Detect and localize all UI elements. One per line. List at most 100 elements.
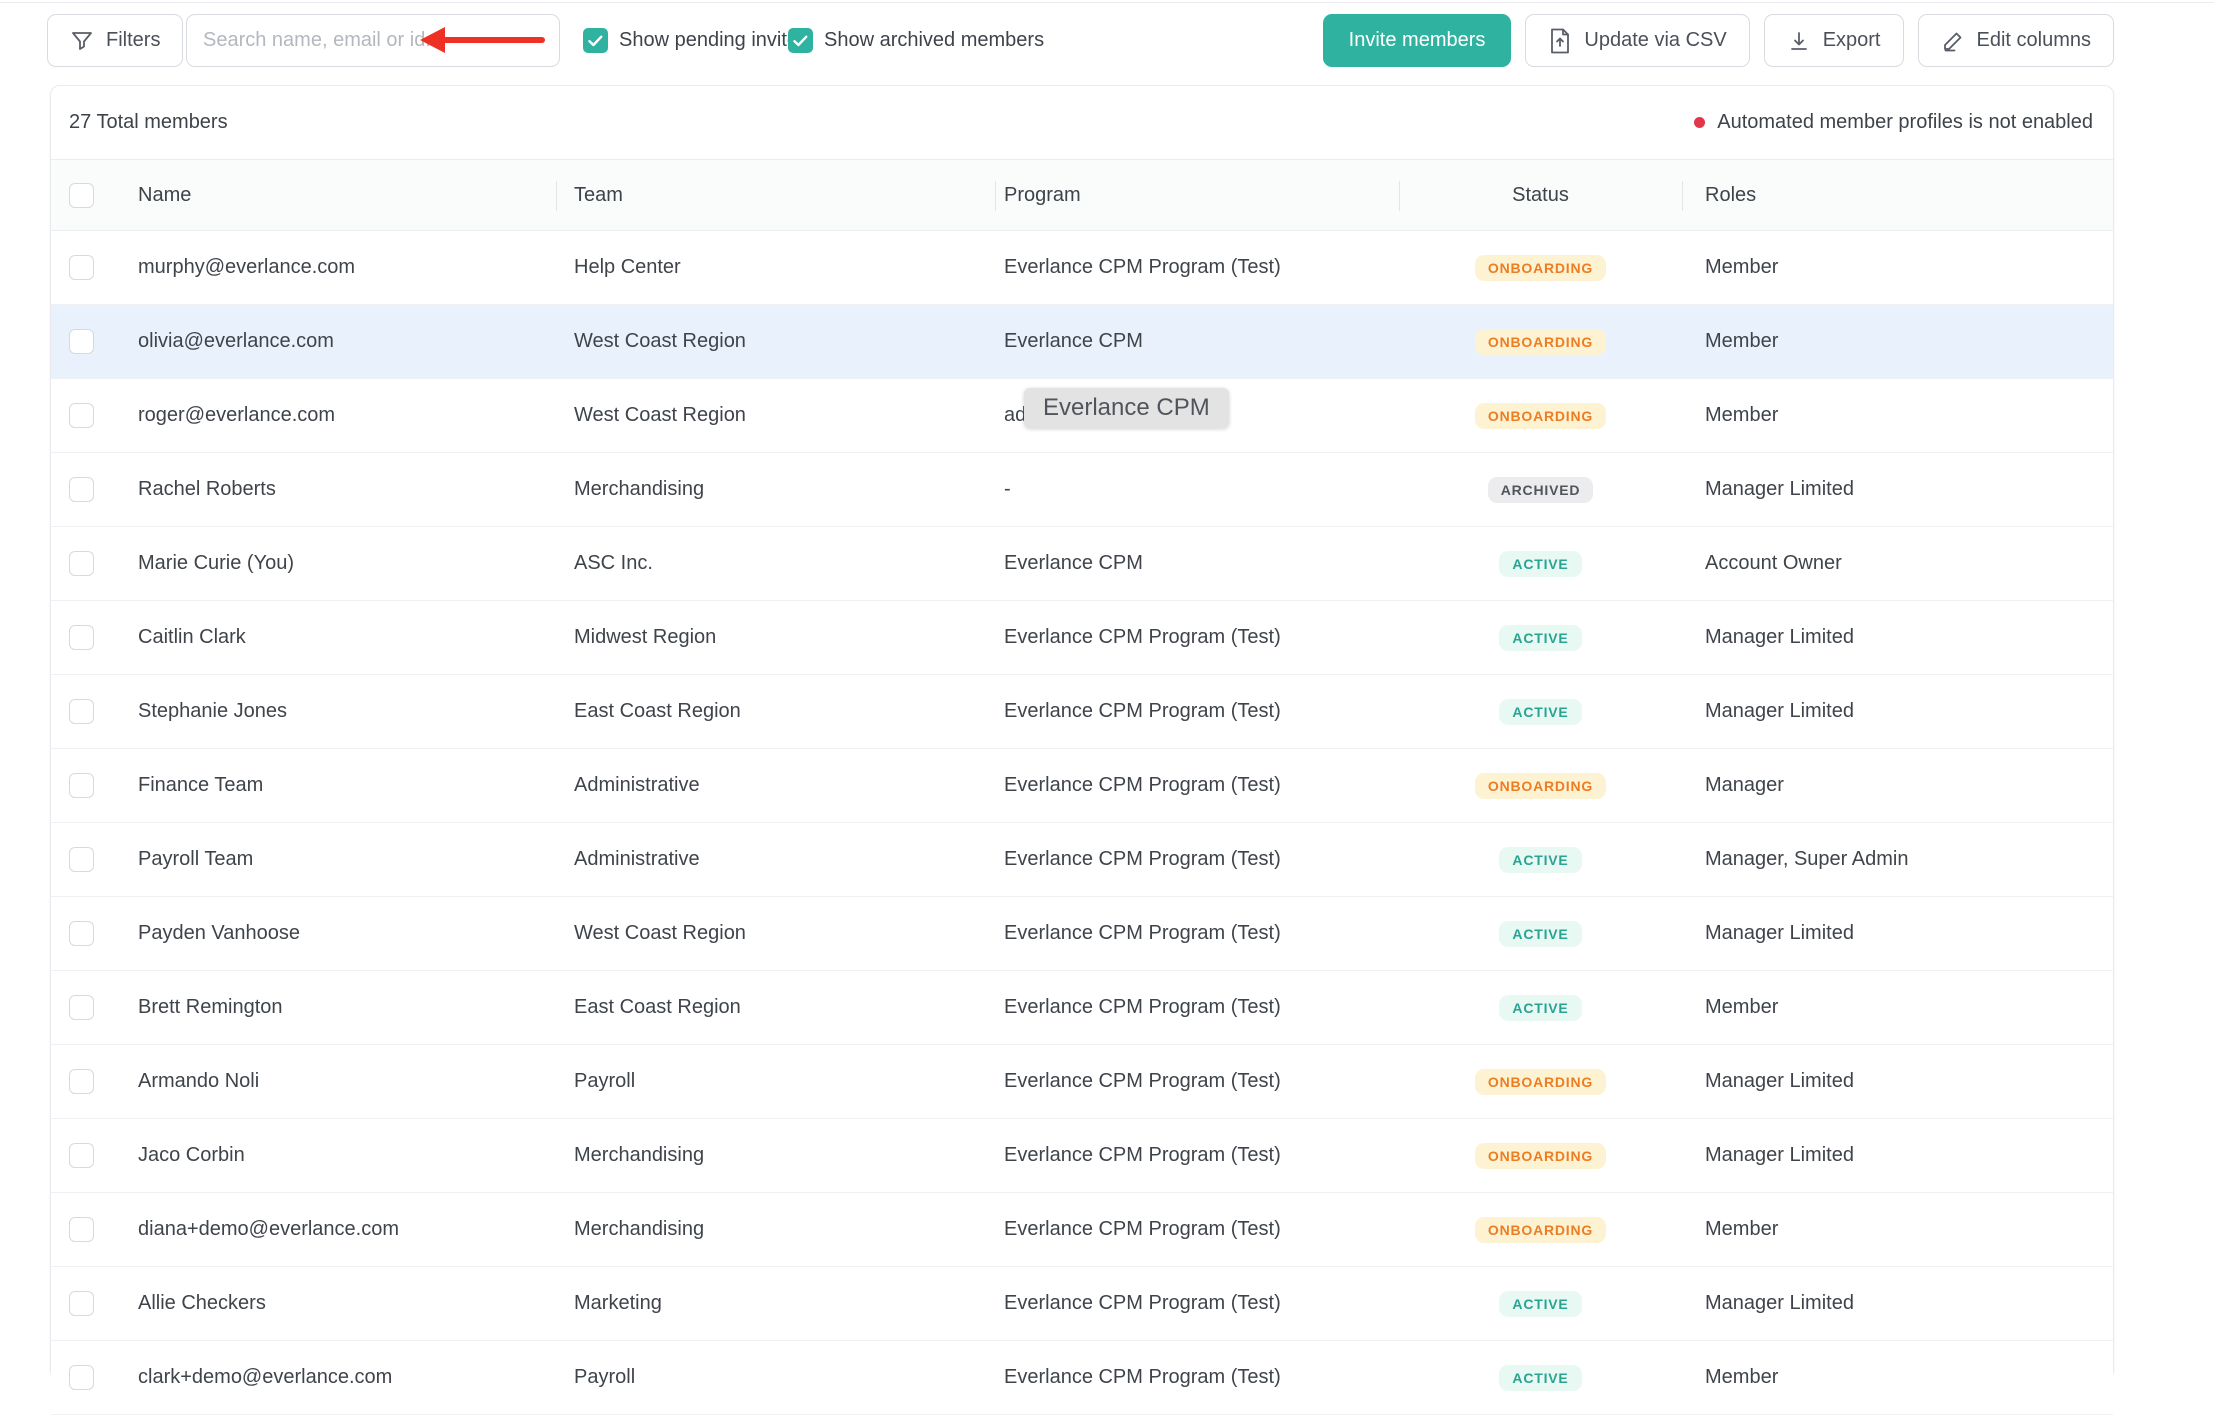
table-row[interactable]: Caitlin ClarkMidwest RegionEverlance CPM… (51, 601, 2113, 675)
member-name-cell[interactable]: Marie Curie (You) (138, 527, 294, 600)
member-status-cell: ACTIVE (1399, 971, 1682, 1044)
member-roles-cell: Manager Limited (1705, 1045, 1854, 1118)
member-program-cell: Everlance CPM Program (Test) (1004, 749, 1281, 822)
member-program-cell: Everlance CPM Program (Test) (1004, 1119, 1281, 1192)
table-row[interactable]: Jaco CorbinMerchandisingEverlance CPM Pr… (51, 1119, 2113, 1193)
row-checkbox[interactable] (69, 995, 94, 1020)
row-checkbox[interactable] (69, 773, 94, 798)
column-header-program[interactable]: Program (1004, 160, 1081, 230)
pencil-icon (1941, 29, 1965, 53)
filters-button[interactable]: Filters (47, 14, 183, 67)
program-tooltip: Everlance CPM (1024, 388, 1229, 428)
member-team-cell: Marketing (574, 1267, 662, 1340)
member-team-cell: Help Center (574, 231, 681, 304)
status-badge: ACTIVE (1499, 551, 1581, 577)
row-checkbox[interactable] (69, 1217, 94, 1242)
column-header-team[interactable]: Team (574, 160, 623, 230)
member-name-cell[interactable]: Armando Noli (138, 1045, 259, 1118)
edit-columns-button[interactable]: Edit columns (1918, 14, 2115, 67)
table-row[interactable]: Stephanie JonesEast Coast RegionEverlanc… (51, 675, 2113, 749)
member-name-cell[interactable]: murphy@everlance.com (138, 231, 355, 304)
member-roles-cell: Member (1705, 1341, 1778, 1414)
update-via-csv-label: Update via CSV (1584, 29, 1726, 52)
member-name-cell[interactable]: Caitlin Clark (138, 601, 246, 674)
status-badge: ACTIVE (1499, 921, 1581, 947)
table-row[interactable]: Payden VanhooseWest Coast RegionEverlanc… (51, 897, 2113, 971)
table-row[interactable]: Brett RemingtonEast Coast RegionEverlanc… (51, 971, 2113, 1045)
table-row[interactable]: clark+demo@everlance.comPayrollEverlance… (51, 1341, 2113, 1415)
table-row[interactable]: olivia@everlance.comWest Coast RegionEve… (51, 305, 2113, 379)
export-label: Export (1823, 29, 1881, 52)
member-program-cell: Everlance CPM Program (Test) (1004, 1045, 1281, 1118)
row-checkbox[interactable] (69, 1069, 94, 1094)
funnel-icon (70, 29, 94, 53)
member-name-cell[interactable]: Rachel Roberts (138, 453, 276, 526)
row-checkbox[interactable] (69, 551, 94, 576)
show-pending-invites-label: Show pending invites (619, 29, 808, 52)
search-input[interactable] (186, 14, 560, 67)
member-roles-cell: Manager Limited (1705, 1119, 1854, 1192)
column-header-roles[interactable]: Roles (1705, 160, 1756, 230)
member-name-cell[interactable]: clark+demo@everlance.com (138, 1341, 392, 1414)
download-icon (1787, 29, 1811, 53)
member-status-cell: ACTIVE (1399, 823, 1682, 896)
row-checkbox[interactable] (69, 329, 94, 354)
table-header: Name Team Program Status Roles (51, 159, 2113, 231)
status-badge: ACTIVE (1499, 1291, 1581, 1317)
status-badge: ACTIVE (1499, 995, 1581, 1021)
show-pending-invites-checkbox[interactable]: Show pending invites (583, 14, 808, 67)
row-checkbox[interactable] (69, 699, 94, 724)
table-row[interactable]: diana+demo@everlance.com Merchandising Eve… (51, 1193, 2113, 1267)
table-row[interactable]: Rachel RobertsMerchandising-ARCHIVEDMana… (51, 453, 2113, 527)
member-status-cell: ACTIVE (1399, 1267, 1682, 1340)
member-name-cell[interactable]: Brett Remington (138, 971, 283, 1044)
member-status-cell: ACTIVE (1399, 897, 1682, 970)
member-team-cell: Payroll (574, 1341, 635, 1414)
status-badge: ONBOARDING (1475, 255, 1606, 281)
row-checkbox[interactable] (69, 477, 94, 502)
show-archived-members-label: Show archived members (824, 29, 1044, 52)
member-name-cell[interactable]: olivia@everlance.com (138, 305, 334, 378)
row-checkbox[interactable] (69, 1143, 94, 1168)
column-header-name[interactable]: Name (138, 160, 191, 230)
member-name-cell[interactable]: Allie Checkers (138, 1267, 266, 1340)
member-program-cell: Everlance CPM Program (Test) (1004, 1193, 1281, 1266)
row-checkbox[interactable] (69, 921, 94, 946)
table-row[interactable]: Marie Curie (You)ASC Inc.Everlance CPMAC… (51, 527, 2113, 601)
update-via-csv-button[interactable]: Update via CSV (1525, 14, 1749, 67)
member-name-cell[interactable]: Finance Team (138, 749, 263, 822)
table-row[interactable]: Allie CheckersMarketingEverlance CPM Pro… (51, 1267, 2113, 1341)
table-row[interactable]: Finance TeamAdministrativeEverlance CPM … (51, 749, 2113, 823)
table-row[interactable]: murphy@everlance.com Help Center Everlance… (51, 231, 2113, 305)
edit-columns-label: Edit columns (1977, 29, 2092, 52)
member-name-cell[interactable]: Stephanie Jones (138, 675, 287, 748)
member-program-cell: Everlance CPM Program (Test) (1004, 231, 1281, 304)
member-name-cell[interactable]: roger@everlance.com (138, 379, 335, 452)
status-badge: ARCHIVED (1488, 477, 1594, 503)
member-name-cell[interactable]: Jaco Corbin (138, 1119, 245, 1192)
member-status-cell: ACTIVE (1399, 527, 1682, 600)
select-all-checkbox[interactable] (69, 183, 94, 208)
row-checkbox[interactable] (69, 625, 94, 650)
export-button[interactable]: Export (1764, 14, 1904, 67)
member-name-cell[interactable]: Payroll Team (138, 823, 253, 896)
status-badge: ONBOARDING (1475, 403, 1606, 429)
table-row[interactable]: Payroll TeamAdministrativeEverlance CPM … (51, 823, 2113, 897)
column-separator (1682, 181, 1683, 211)
member-team-cell: Merchandising (574, 1193, 704, 1266)
row-checkbox[interactable] (69, 1291, 94, 1316)
row-checkbox[interactable] (69, 403, 94, 428)
row-checkbox[interactable] (69, 1365, 94, 1390)
table-row[interactable]: Armando NoliPayrollEverlance CPM Program… (51, 1045, 2113, 1119)
member-name-cell[interactable]: diana+demo@everlance.com (138, 1193, 399, 1266)
member-status-cell: ONBOARDING (1399, 1045, 1682, 1118)
status-badge: ONBOARDING (1475, 329, 1606, 355)
member-name-cell[interactable]: Payden Vanhoose (138, 897, 300, 970)
invite-members-button[interactable]: Invite members (1323, 14, 1512, 67)
row-checkbox[interactable] (69, 255, 94, 280)
row-checkbox[interactable] (69, 847, 94, 872)
member-roles-cell: Manager Limited (1705, 601, 1854, 674)
show-archived-members-checkbox[interactable]: Show archived members (788, 14, 1044, 67)
member-roles-cell: Manager Limited (1705, 1267, 1854, 1340)
column-header-status[interactable]: Status (1399, 160, 1682, 230)
